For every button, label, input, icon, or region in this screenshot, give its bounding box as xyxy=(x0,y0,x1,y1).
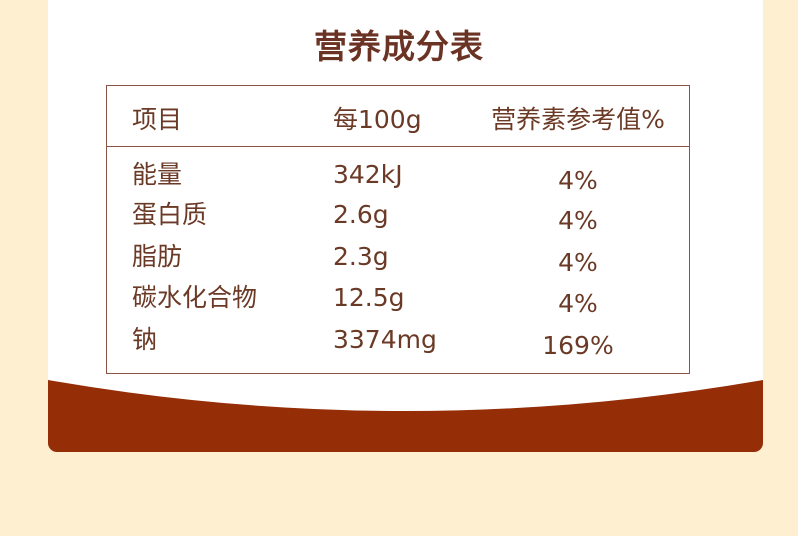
row-nrv: 4% xyxy=(558,248,598,277)
row-item: 钠 xyxy=(132,325,158,354)
row-item: 脂肪 xyxy=(132,242,183,271)
nutrition-card xyxy=(48,0,763,452)
row-nrv: 4% xyxy=(558,166,598,195)
page-title: 营养成分表 xyxy=(314,27,484,66)
row-per100g: 3374mg xyxy=(333,325,437,354)
row-per100g: 12.5g xyxy=(333,283,405,312)
row-per100g: 2.6g xyxy=(333,200,389,229)
bottom-wave-band xyxy=(48,380,763,452)
row-nrv: 4% xyxy=(558,289,598,318)
row-nrv: 169% xyxy=(542,331,614,360)
row-item: 蛋白质 xyxy=(132,200,208,229)
nutrition-table: 项目 每100g 营养素参考值% 能量 342kJ 4% 蛋白质 2.6g 4% 脂肪 2.3… xyxy=(106,85,690,374)
table-header: 项目 每100g 营养素参考值% xyxy=(107,86,689,147)
row-per100g: 2.3g xyxy=(333,242,389,271)
row-item: 碳水化合物 xyxy=(132,283,258,312)
header-item: 项目 xyxy=(132,105,183,134)
header-per100g: 每100g xyxy=(333,105,422,134)
row-per100g: 342kJ xyxy=(333,160,403,189)
row-nrv: 4% xyxy=(558,206,598,235)
row-item: 能量 xyxy=(132,160,183,189)
header-nrv: 营养素参考值% xyxy=(491,105,665,134)
